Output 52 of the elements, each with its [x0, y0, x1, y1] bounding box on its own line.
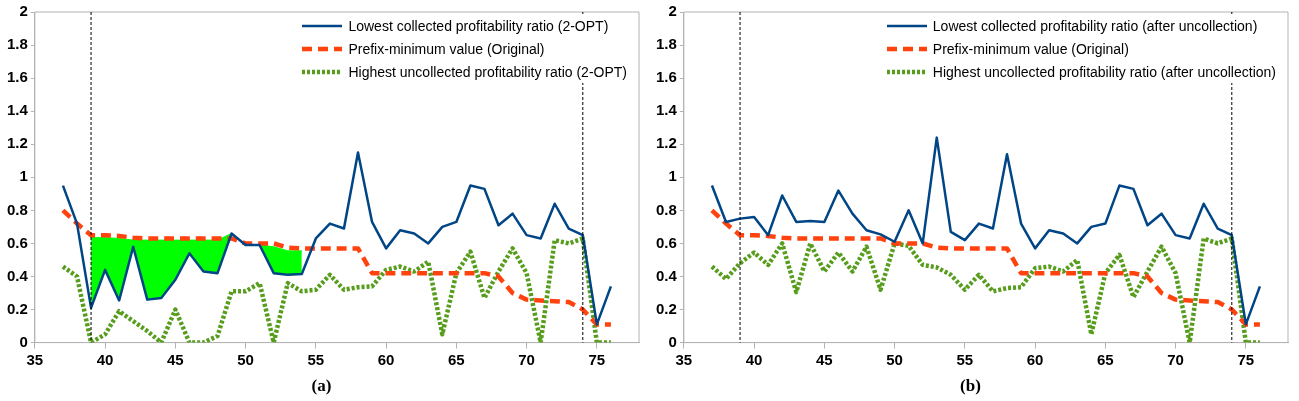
y-tick-label: 0.2 [655, 299, 677, 317]
line-series [709, 208, 1263, 327]
x-tick-label: 60 [1026, 350, 1044, 368]
y-tick-label: 0.2 [6, 299, 28, 317]
y-tick-label: 1.2 [655, 134, 677, 152]
y-tick-label: 0.4 [6, 266, 29, 284]
y-tick-label: 0.4 [655, 266, 678, 284]
line-series [709, 236, 1263, 343]
x-tick-label: 35 [26, 350, 44, 368]
y-tick-label: 1.2 [6, 134, 28, 152]
y-tick-label: 1 [668, 167, 677, 185]
legend-label: Highest uncollected profitability ratio (after uncollection) [932, 63, 1276, 80]
y-tick-label: 1 [19, 167, 28, 185]
x-tick-label: 70 [518, 350, 535, 368]
x-tick-label: 45 [167, 350, 184, 368]
y-tick-label: 1.4 [655, 101, 678, 119]
x-tick-label: 50 [886, 350, 903, 368]
y-tick-label: 1.8 [6, 35, 28, 53]
x-tick-label: 65 [1097, 350, 1114, 368]
y-tick-label: 0.8 [655, 200, 677, 218]
x-tick-label: 35 [675, 350, 693, 368]
x-tick-label: 75 [588, 350, 606, 368]
legend-label: Lowest collected profitability ratio (2-OPT) [348, 17, 609, 34]
y-tick-label: 0.6 [655, 233, 677, 251]
y-tick-label: 1.8 [655, 35, 677, 53]
y-tick-label: 1.6 [6, 68, 28, 86]
x-tick-label: 55 [956, 350, 974, 368]
y-tick-label: 0 [19, 332, 28, 350]
x-tick-label: 65 [448, 350, 465, 368]
legend-label: Prefix-minimum value (Original) [348, 40, 545, 57]
y-tick-label: 0.6 [6, 233, 28, 251]
x-tick-label: 60 [377, 350, 395, 368]
y-tick-label: 0.8 [6, 200, 28, 218]
x-tick-label: 40 [745, 350, 763, 368]
x-tick-label: 40 [96, 350, 114, 368]
y-tick-label: 1.6 [655, 68, 677, 86]
x-tick-label: 55 [307, 350, 325, 368]
line-series [60, 208, 614, 327]
legend-label: Highest uncollected profitability ratio (2-OPT) [348, 63, 627, 80]
x-tick-label: 70 [1167, 350, 1184, 368]
legend-label: Lowest collected profitability ratio (after uncollection) [932, 17, 1258, 34]
line-series [60, 236, 614, 343]
x-tick-label: 45 [816, 350, 833, 368]
text: (b) [960, 376, 981, 396]
text: (a) [311, 376, 332, 396]
legend-label: Prefix-minimum value (Original) [932, 40, 1129, 57]
y-tick-label: 0 [668, 332, 677, 350]
x-tick-label: 75 [1237, 350, 1255, 368]
y-tick-label: 2 [668, 2, 677, 20]
y-tick-label: 2 [19, 2, 28, 20]
x-tick-label: 50 [237, 350, 254, 368]
y-tick-label: 1.4 [6, 101, 29, 119]
